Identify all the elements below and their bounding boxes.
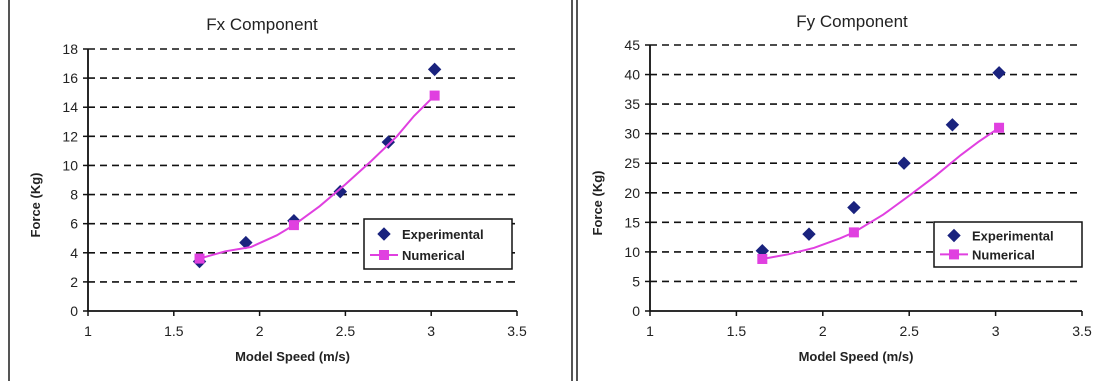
- x-tick-label: 1: [646, 323, 654, 339]
- x-tick-label: 1.5: [727, 323, 747, 339]
- fy-component-chart: Fy Component 0 5 10 15 20 25 30 35 40 45 1 1.5 2 2.5 3 3…: [590, 12, 1092, 364]
- legend-experimental-label: Experimental: [972, 229, 1054, 244]
- divider-line-a: [571, 0, 573, 381]
- x-axis-label: Model Speed (m/s): [235, 349, 350, 364]
- x-tick-label: 1.5: [164, 323, 184, 339]
- experimental-point: [992, 66, 1006, 80]
- legend-numerical-label: Numerical: [402, 248, 465, 263]
- y-tick-label: 40: [624, 67, 640, 83]
- experimental-point: [945, 118, 960, 132]
- legend-experimental-label: Experimental: [402, 227, 484, 242]
- y-tick-label: 0: [70, 303, 78, 319]
- legend-numerical-marker: [379, 250, 389, 260]
- y-tick-label: 10: [62, 157, 78, 173]
- x-tick-label: 2: [819, 323, 827, 339]
- y-axis-label: Force (Kg): [590, 171, 605, 236]
- legend-numerical-marker: [949, 249, 959, 260]
- legend-box: [363, 218, 513, 270]
- experimental-point: [333, 184, 347, 199]
- numerical-series-line: [199, 94, 436, 260]
- chart-title: Fx Component: [206, 15, 318, 34]
- y-tick-label: 8: [70, 187, 78, 203]
- legend: Experimental Numerical: [933, 221, 1083, 268]
- x-tick-label: 3.5: [1072, 323, 1092, 339]
- x-tick-label: 2.5: [336, 323, 356, 339]
- y-tick-label: 2: [70, 274, 78, 290]
- numerical-point: [288, 220, 299, 231]
- numerical-point: [194, 253, 205, 264]
- experimental-point: [381, 135, 396, 149]
- y-tick-label: 35: [624, 96, 640, 112]
- legend-experimental-marker: [377, 227, 391, 241]
- chart-title: Fy Component: [796, 12, 908, 31]
- x-tick-label: 2: [256, 323, 264, 339]
- x-tick-label: 1: [84, 323, 92, 339]
- legend-experimental-marker: [947, 228, 961, 243]
- y-tick-label: 25: [624, 155, 640, 171]
- legend-numerical-label: Numerical: [972, 247, 1035, 262]
- experimental-point: [802, 227, 816, 241]
- numerical-point: [757, 253, 768, 264]
- numerical-point: [848, 227, 859, 238]
- legend: Experimental Numerical: [363, 218, 513, 270]
- experimental-point: [847, 200, 861, 215]
- y-tick-label: 20: [624, 185, 640, 201]
- y-tick-label: 0: [632, 303, 640, 319]
- divider-line-b: [576, 0, 578, 381]
- y-axis-label: Force (Kg): [28, 173, 43, 238]
- left-border-line: [8, 0, 10, 381]
- experimental-point: [427, 62, 442, 77]
- y-tick-label: 15: [624, 214, 640, 230]
- y-tick-label: 18: [62, 41, 78, 57]
- y-tick-label: 16: [62, 70, 78, 86]
- fx-component-chart: Fx Component 0 2 4 6 8 10 12 14 16 18 1 1.5 2 2.5 3 3.5 M…: [28, 15, 527, 364]
- x-axis-label: Model Speed (m/s): [799, 349, 914, 364]
- y-tick-label: 45: [624, 37, 640, 53]
- y-tick-label: 14: [62, 99, 78, 115]
- numerical-series-line: [762, 126, 1000, 260]
- y-tick-label: 30: [624, 126, 640, 142]
- numerical-point: [429, 90, 440, 101]
- experimental-point: [897, 156, 911, 170]
- numerical-point: [994, 122, 1005, 133]
- x-tick-label: 3: [427, 323, 435, 339]
- y-tick-label: 12: [62, 128, 78, 144]
- x-tick-label: 3: [992, 323, 1000, 339]
- y-tick-label: 4: [70, 245, 78, 261]
- legend-box: [933, 221, 1083, 268]
- y-tick-label: 6: [70, 216, 78, 232]
- x-tick-label: 2.5: [899, 323, 919, 339]
- x-tick-label: 3.5: [507, 323, 527, 339]
- y-tick-label: 5: [632, 273, 640, 289]
- y-tick-label: 10: [624, 244, 640, 260]
